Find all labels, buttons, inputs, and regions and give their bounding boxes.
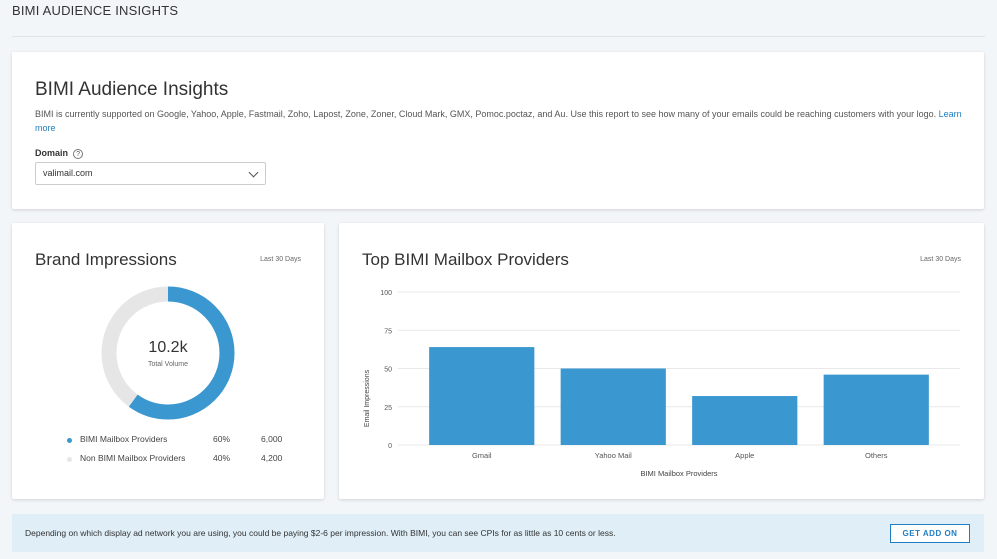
legend-value: 6,000: [261, 434, 283, 444]
x-tick-label: Apple: [735, 451, 754, 460]
learn-more-link[interactable]: Learn more: [35, 109, 962, 133]
intro-description: BIMI is currently supported on Google, Y…: [35, 107, 965, 135]
y-tick-label: 0: [388, 443, 392, 450]
top-providers-card: Top BIMI Mailbox Providers Last 30 Days …: [339, 223, 984, 499]
top-providers-title: Top BIMI Mailbox Providers: [362, 250, 569, 269]
y-tick-label: 50: [384, 367, 392, 374]
domain-label-text: Domain: [35, 148, 69, 158]
domain-label: Domain?: [35, 148, 84, 159]
x-tick-label: Yahoo Mail: [595, 451, 632, 460]
y-tick-label: 75: [384, 328, 392, 335]
legend-percent: 40%: [213, 453, 231, 463]
legend-name: BIMI Mailbox Providers: [80, 434, 168, 444]
domain-select[interactable]: valimail.com: [35, 162, 266, 185]
legend-item-bimi: BIMI Mailbox Providers 60% 6,000: [67, 434, 287, 448]
period-label: Last 30 Days: [260, 256, 301, 263]
banner-text: Depending on which display ad network yo…: [25, 528, 616, 538]
description-text: BIMI is currently supported on Google, Y…: [35, 109, 937, 119]
legend-item-non-bimi: Non BIMI Mailbox Providers 40% 4,200: [67, 453, 287, 467]
divider: [12, 36, 985, 37]
legend-value: 4,200: [261, 453, 283, 463]
y-tick-label: 100: [380, 290, 392, 297]
x-axis-label: BIMI Mailbox Providers: [640, 469, 717, 478]
bar-others: [823, 374, 929, 445]
legend-percent: 60%: [213, 434, 231, 444]
question-circle-icon[interactable]: ?: [73, 149, 84, 159]
x-tick-label: Others: [865, 451, 888, 460]
brand-impressions-title: Brand Impressions: [35, 250, 177, 269]
period-label: Last 30 Days: [920, 256, 961, 263]
brand-impressions-card: Brand Impressions Last 30 Days 10.2k Tot…: [12, 223, 324, 499]
bar-gmail: [429, 347, 535, 445]
bar-chart: 0 25 50 75 100 Gmail Yahoo Mail Apple Others BIMI…: [364, 290, 960, 478]
intro-title: BIMI Audience Insights: [35, 79, 229, 100]
bar-yahoo-mail: [560, 368, 666, 445]
intro-card: BIMI Audience Insights BIMI is currently…: [12, 52, 984, 209]
donut-chart: 10.2k Total Volume: [101, 286, 235, 420]
legend-dot: [67, 438, 72, 443]
total-volume-label: Total Volume: [148, 361, 188, 368]
domain-value: valimail.com: [43, 168, 93, 178]
donut-segment-bimi: [101, 286, 235, 420]
promo-banner: Depending on which display ad network yo…: [12, 514, 984, 552]
get-add-on-button[interactable]: GET ADD ON: [890, 524, 970, 543]
chevron-down-icon: [248, 167, 259, 178]
legend-name: Non BIMI Mailbox Providers: [80, 453, 186, 463]
y-axis-label: Email Impressions: [364, 369, 371, 427]
total-volume-value: 10.2k: [148, 339, 188, 356]
y-tick-label: 25: [384, 405, 392, 412]
bar-apple: [692, 396, 798, 445]
legend-dot: [67, 457, 72, 462]
page-header-title: BIMI AUDIENCE INSIGHTS: [12, 3, 179, 18]
x-tick-label: Gmail: [472, 451, 492, 460]
